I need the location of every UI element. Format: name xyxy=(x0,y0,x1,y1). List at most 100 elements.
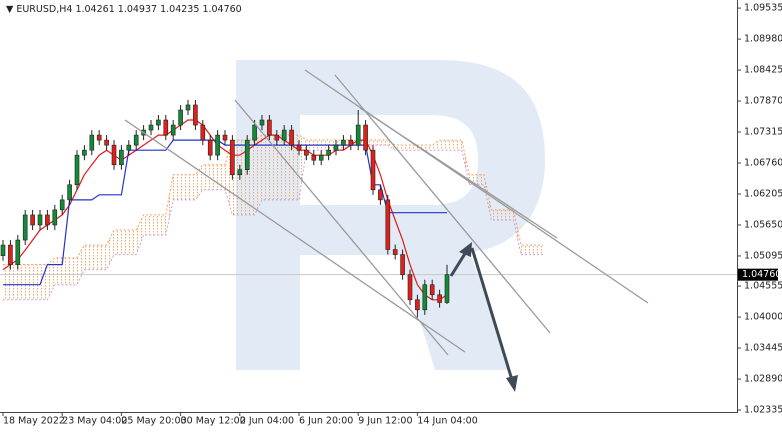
candle-body xyxy=(22,214,28,241)
candle-body xyxy=(148,124,154,131)
candle-body xyxy=(392,249,398,255)
y-tick-label: 1.08425 xyxy=(744,65,782,76)
candle-body xyxy=(422,284,428,311)
candle-body xyxy=(244,139,250,171)
candle-body xyxy=(0,244,6,256)
candle-body xyxy=(207,139,213,156)
x-tick-label: 25 May 20:00 xyxy=(121,416,186,427)
y-tick-label: 1.02890 xyxy=(744,374,782,385)
arrow-down xyxy=(470,247,514,381)
candle-body xyxy=(15,239,21,265)
candle-body xyxy=(104,139,109,146)
x-tick-label: 9 Jun 12:00 xyxy=(358,416,412,427)
candle-body xyxy=(363,124,368,151)
candle-body xyxy=(444,274,450,303)
trend-line xyxy=(234,99,449,356)
candle-body xyxy=(59,199,65,211)
x-tick-label: 23 May 04:00 xyxy=(62,416,127,427)
candle-body xyxy=(200,124,206,141)
candle-body xyxy=(289,129,294,146)
candle-body xyxy=(326,149,331,156)
candle-body xyxy=(318,154,324,161)
candle-body xyxy=(222,134,228,141)
candle-body xyxy=(89,134,95,151)
y-tick-label: 1.02335 xyxy=(744,405,782,416)
close-label: 1.04760 xyxy=(202,4,241,15)
candle-body xyxy=(126,144,132,151)
arrow-up xyxy=(449,251,468,277)
x-tick-label: 18 May 2022 xyxy=(3,416,65,427)
candle-body xyxy=(8,244,13,265)
candle-body xyxy=(429,284,435,296)
candle-body xyxy=(74,154,80,186)
annotations xyxy=(124,69,649,356)
high-label: 1.04937 xyxy=(118,4,157,15)
arrow-head xyxy=(459,242,472,257)
low-label: 1.04235 xyxy=(160,4,199,15)
last-price-box xyxy=(738,268,778,281)
trend-line xyxy=(124,119,466,353)
candle-body xyxy=(378,189,383,201)
symbol: EURUSD,H4 xyxy=(16,4,72,15)
y-tick-label: 1.07870 xyxy=(744,96,782,107)
candle-body xyxy=(170,124,176,136)
candle-body xyxy=(407,274,413,301)
y-tick-label: 1.04000 xyxy=(744,312,782,323)
x-tick-label: 30 May 12:00 xyxy=(181,416,246,427)
candle-body xyxy=(52,209,58,226)
candle-body xyxy=(259,119,265,126)
candle-body xyxy=(133,134,139,146)
candle-body xyxy=(215,134,220,156)
y-tick-label: 1.07315 xyxy=(744,127,782,138)
candle-body xyxy=(178,109,183,126)
candle-body xyxy=(252,124,257,141)
candle-body xyxy=(311,154,317,161)
open-label: 1.04261 xyxy=(75,4,114,15)
candle-body xyxy=(45,214,50,226)
candle-body xyxy=(370,149,376,191)
candle-body xyxy=(333,144,339,151)
cloud-span xyxy=(3,144,544,301)
candle-body xyxy=(400,254,405,275)
candle-body xyxy=(156,119,161,126)
candle-body xyxy=(274,134,280,141)
candle-body xyxy=(304,149,309,156)
trend-line xyxy=(359,107,558,239)
candle-body xyxy=(163,119,169,136)
y-tick-label: 1.05650 xyxy=(744,219,782,230)
y-tick-label: 1.06205 xyxy=(744,188,782,199)
candle-body xyxy=(355,124,361,146)
forecast-arrows xyxy=(449,242,518,392)
header: ▼ EURUSD,H4 1.04261 1.04937 1.04235 1.04… xyxy=(6,4,242,15)
watermark xyxy=(236,60,545,370)
candle-body xyxy=(37,214,43,226)
candle-body xyxy=(30,214,35,226)
candle-body xyxy=(96,134,102,141)
candle-body xyxy=(119,149,124,165)
candle-body xyxy=(348,139,354,146)
x-tick-label: 14 Jun 04:00 xyxy=(417,416,477,427)
plot-area xyxy=(0,99,737,318)
trend-line xyxy=(334,74,551,334)
candle-body xyxy=(82,149,87,156)
last-price-label: 1.04760 xyxy=(742,269,781,280)
header-arrow: ▼ xyxy=(6,4,14,15)
y-tick-label: 1.06760 xyxy=(744,158,782,169)
candle-body xyxy=(237,169,243,176)
candle-body xyxy=(267,119,272,136)
x-tick-label: 2 Jun 04:00 xyxy=(240,416,294,427)
candle-body xyxy=(230,139,235,176)
arrow-head xyxy=(506,375,518,392)
candle-body xyxy=(281,129,287,141)
y-tick-label: 1.09535 xyxy=(744,3,782,14)
x-tick-label: 6 Jun 20:00 xyxy=(299,416,353,427)
y-tick-label: 1.04555 xyxy=(744,281,782,292)
candle-body xyxy=(67,184,72,201)
y-tick-label: 1.08980 xyxy=(744,34,782,45)
y-tick-label: 1.05095 xyxy=(744,250,782,261)
candle-body xyxy=(111,144,117,165)
cloud-fill xyxy=(3,135,544,300)
candle-body xyxy=(437,294,442,303)
candle-body xyxy=(415,299,420,311)
